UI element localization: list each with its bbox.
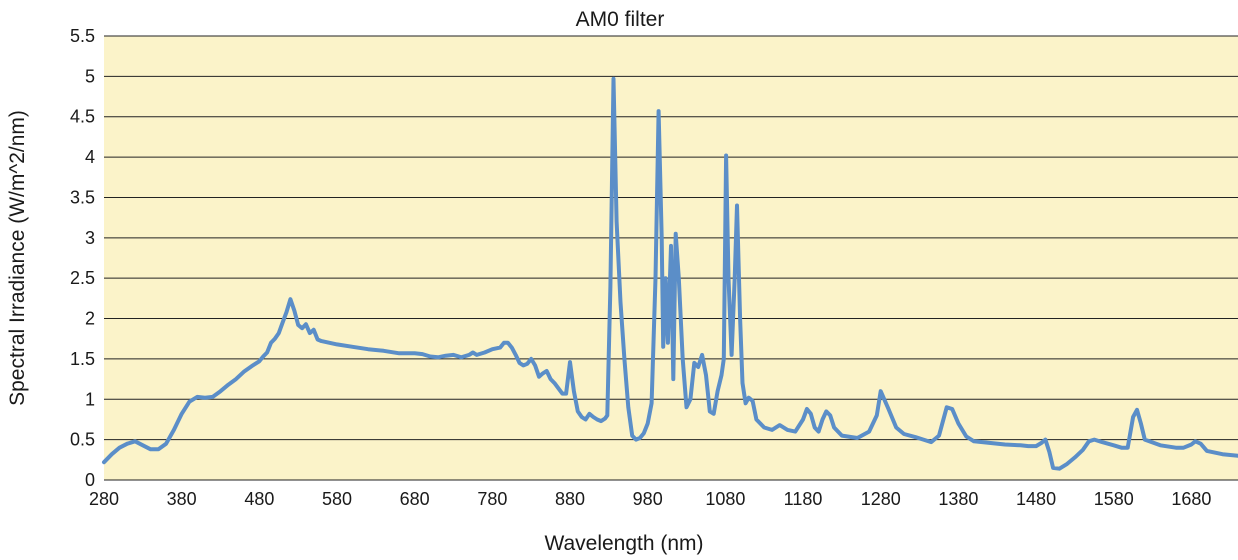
x-tick-label: 1080 [705, 489, 745, 509]
y-tick-label: 4.5 [70, 107, 95, 127]
x-tick-label: 680 [400, 489, 430, 509]
y-tick-label: 0 [85, 470, 95, 490]
x-tick-label: 380 [167, 489, 197, 509]
x-tick-label: 780 [477, 489, 507, 509]
y-tick-label: 2 [85, 309, 95, 329]
series-line [102, 76, 1238, 471]
y-tick-label: 3.5 [70, 187, 95, 207]
x-tick-label: 1380 [938, 489, 978, 509]
series-layer [102, 76, 1238, 471]
x-tick-label: 1280 [861, 489, 901, 509]
y-axis-ticks: 0 0.5 1 1.5 2 2.5 3 3.5 4 4.5 5 5.5 [70, 26, 95, 490]
y-tick-label: 5.5 [70, 26, 95, 46]
x-tick-label: 1680 [1171, 489, 1211, 509]
y-tick-label: 4 [85, 147, 95, 167]
y-tick-label: 2.5 [70, 268, 95, 288]
x-tick-label: 1180 [784, 489, 823, 509]
x-tick-label: 880 [555, 489, 585, 509]
gridlines [104, 35, 1238, 481]
x-tick-label: 480 [244, 489, 274, 509]
x-axis-ticks: 280 380 480 580 680 780 880 980 1080 1180 1280 1380… [89, 489, 1211, 509]
x-tick-label: 1480 [1016, 489, 1056, 509]
x-tick-label: 980 [633, 489, 663, 509]
x-tick-label: 580 [322, 489, 352, 509]
x-tick-label: 1580 [1094, 489, 1134, 509]
y-axis-label: Spectral Irradiance (W/m^2/nm) [6, 110, 29, 406]
y-tick-label: 3 [85, 228, 95, 248]
x-axis-label: Wavelength (nm) [544, 532, 703, 555]
chart-title: AM0 filter [576, 8, 665, 31]
y-tick-label: 5 [85, 66, 95, 86]
y-tick-label: 1 [85, 389, 95, 409]
x-tick-label: 280 [89, 489, 119, 509]
y-tick-label: 0.5 [70, 430, 95, 450]
y-tick-label: 1.5 [70, 349, 95, 369]
